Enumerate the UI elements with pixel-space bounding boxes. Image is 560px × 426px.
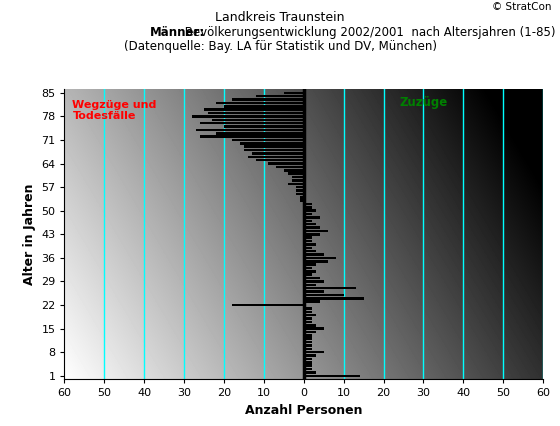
Bar — [292, 179, 304, 181]
Bar — [216, 132, 304, 135]
Bar — [304, 236, 312, 239]
Bar — [300, 196, 304, 199]
Bar — [196, 129, 304, 131]
Bar — [304, 277, 320, 279]
Bar — [304, 321, 312, 323]
Bar — [304, 270, 316, 273]
Bar — [240, 142, 304, 144]
Text: © StratCon: © StratCon — [492, 2, 552, 12]
Bar — [304, 314, 316, 317]
Bar — [304, 337, 312, 340]
Bar — [304, 247, 312, 249]
Bar — [304, 341, 312, 343]
Text: Wegzüge und
Todesfälle: Wegzüge und Todesfälle — [72, 100, 157, 121]
Bar — [304, 273, 312, 276]
Bar — [304, 253, 324, 256]
Bar — [304, 287, 356, 289]
Text: Landkreis Traunstein: Landkreis Traunstein — [215, 11, 345, 24]
Bar — [232, 139, 304, 141]
Bar — [304, 243, 316, 246]
Bar — [244, 149, 304, 151]
Text: Bevölkerungsentwicklung 2002/2001  nach Altersjahren (1-85): Bevölkerungsentwicklung 2002/2001 nach A… — [181, 26, 556, 39]
Bar — [304, 250, 316, 252]
Bar — [304, 354, 316, 357]
Bar — [304, 223, 316, 225]
Bar — [256, 159, 304, 161]
Bar — [224, 105, 304, 107]
Bar — [304, 351, 324, 354]
Bar — [204, 108, 304, 111]
Bar — [304, 280, 324, 283]
Bar — [276, 166, 304, 168]
Bar — [304, 327, 324, 330]
Bar — [256, 95, 304, 98]
Bar — [284, 92, 304, 94]
Bar — [304, 284, 316, 286]
Bar — [244, 145, 304, 148]
Bar — [304, 230, 328, 232]
Bar — [304, 311, 312, 313]
Bar — [232, 98, 304, 101]
Bar — [296, 186, 304, 188]
Bar — [304, 364, 312, 367]
Bar — [288, 182, 304, 185]
Bar — [200, 135, 304, 138]
Bar — [304, 361, 312, 363]
Y-axis label: Alter in Jahren: Alter in Jahren — [22, 184, 36, 285]
Bar — [304, 324, 316, 326]
Bar — [304, 290, 324, 293]
Bar — [304, 210, 316, 212]
Bar — [216, 102, 304, 104]
Bar — [304, 297, 363, 299]
Bar — [304, 203, 312, 205]
Text: (Datenquelle: Bay. LA für Statistik und DV, München): (Datenquelle: Bay. LA für Statistik und … — [124, 40, 436, 54]
Bar — [304, 260, 328, 262]
Bar — [224, 125, 304, 128]
Bar — [232, 304, 304, 306]
Bar — [304, 371, 316, 374]
Bar — [212, 118, 304, 121]
Bar — [304, 307, 312, 310]
Bar — [304, 348, 312, 350]
Bar — [288, 173, 304, 175]
Bar — [304, 300, 320, 303]
Bar — [304, 267, 312, 269]
Bar — [304, 233, 320, 236]
Bar — [252, 152, 304, 155]
Bar — [192, 115, 304, 118]
Bar — [284, 169, 304, 172]
Bar — [296, 193, 304, 195]
Bar — [304, 213, 312, 216]
Bar — [248, 155, 304, 158]
Bar — [304, 263, 316, 266]
Bar — [304, 256, 335, 259]
Bar — [300, 199, 304, 202]
Bar — [304, 331, 316, 333]
Bar — [304, 219, 312, 222]
Bar — [292, 176, 304, 178]
Bar — [304, 216, 320, 219]
Bar — [304, 358, 312, 360]
Text: Männer:: Männer: — [150, 26, 206, 39]
X-axis label: Anzahl Personen: Anzahl Personen — [245, 404, 362, 417]
Bar — [304, 344, 312, 347]
Bar — [304, 334, 312, 337]
Bar — [268, 162, 304, 165]
Bar — [304, 294, 344, 296]
Bar — [304, 240, 312, 242]
Bar — [304, 374, 360, 377]
Bar — [200, 122, 304, 124]
Bar — [304, 206, 312, 209]
Bar — [304, 317, 312, 320]
Text: Zuzüge: Zuzüge — [399, 96, 448, 109]
Bar — [304, 226, 320, 229]
Bar — [296, 189, 304, 192]
Bar — [304, 368, 312, 370]
Bar — [208, 112, 304, 114]
